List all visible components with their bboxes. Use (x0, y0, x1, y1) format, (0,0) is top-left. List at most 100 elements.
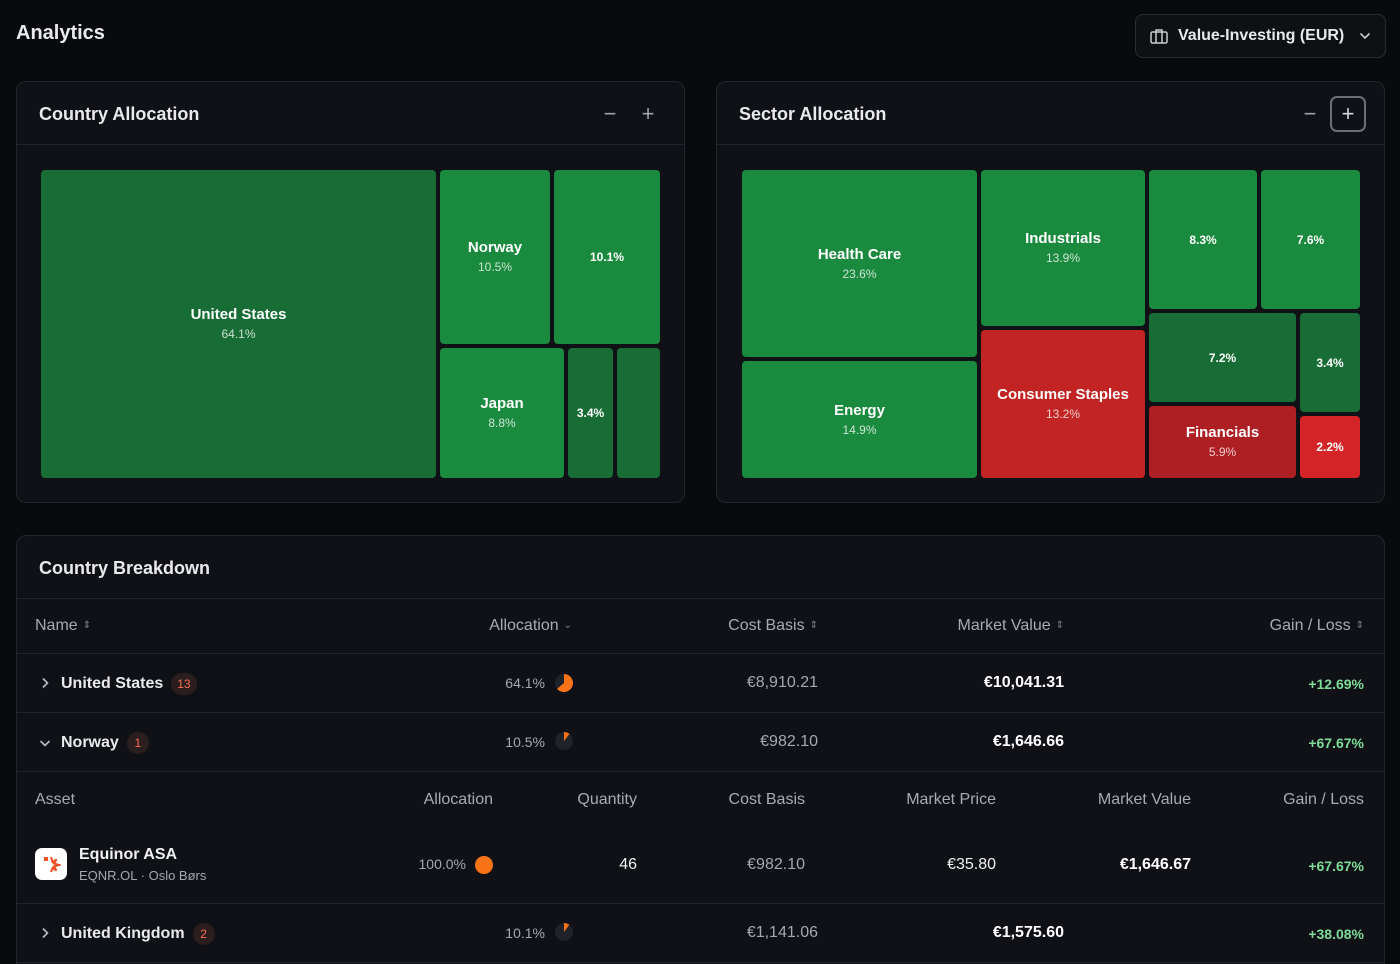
tile-percent: 2.2% (1316, 440, 1344, 454)
market-value-value: €1,575.60 (992, 924, 1064, 941)
chevron-down-icon[interactable] (39, 737, 51, 749)
sector-allocation-card: Sector Allocation − + Health Care 23.6% … (716, 81, 1385, 503)
tile-label: Health Care (817, 245, 902, 263)
sort-icon: ⇕ (1355, 620, 1364, 632)
column-header-gain-loss[interactable]: Gain / Loss ⇕ (1270, 617, 1364, 635)
chevron-right-icon[interactable] (39, 927, 51, 939)
allocation-value: 10.5% (505, 734, 545, 750)
tile-percent: 64.1% (221, 327, 256, 341)
treemap-tile[interactable] (617, 348, 660, 478)
asset-name: Equinor ASA (79, 846, 178, 863)
country-allocation-card: Country Allocation − + United States 64.… (16, 81, 685, 503)
tile-label: Financials (1185, 424, 1260, 441)
country-breakdown-card: Country Breakdown Name ⇕ Allocation ⌄ Cost… (16, 535, 1385, 964)
sort-icon: ⇕ (82, 620, 92, 632)
market-value-value: €1,646.67 (1119, 856, 1191, 873)
allocation-value: 64.1% (505, 675, 545, 691)
asset-subtitle: EQNR.OL · Oslo Børs (79, 868, 207, 883)
zoom-out-button[interactable]: − (1303, 101, 1317, 126)
tile-percent: 10.5% (477, 260, 513, 274)
treemap-tile[interactable]: 2.2% (1300, 416, 1360, 478)
column-label: Cost Basis (728, 617, 805, 634)
tile-percent: 10.1% (589, 250, 625, 264)
allocation-value: 10.1% (505, 925, 545, 941)
country-name: United States (61, 675, 164, 693)
column-label: Name (35, 617, 78, 634)
market-value-value: €10,041.31 (983, 674, 1064, 691)
tile-percent: 3.4% (1316, 355, 1344, 370)
treemap-tile[interactable]: Energy 14.9% (742, 361, 977, 478)
asset-row[interactable]: Equinor ASA EQNR.OL · Oslo Børs 100.0% 4… (17, 828, 1384, 904)
treemap-tile[interactable]: United States 64.1% (41, 170, 436, 478)
country-name: United Kingdom (61, 925, 185, 943)
tile-percent: 8.3% (1189, 232, 1217, 247)
card-title: Sector Allocation (739, 104, 887, 124)
holdings-count-badge: 13 (171, 673, 197, 695)
table-row[interactable]: United States 13 64.1% €8,910.21 €10,041.… (17, 654, 1384, 713)
gain-loss-value: +12.69% (1308, 676, 1364, 692)
allocation-pie (555, 732, 573, 750)
market-price-value: €35.80 (947, 856, 996, 873)
treemap-tile[interactable]: Industrials 13.9% (981, 170, 1145, 326)
zoom-in-button[interactable]: + (1330, 96, 1366, 132)
asset-column-market-price: Market Price (906, 791, 996, 808)
tile-percent: 13.9% (1045, 251, 1081, 265)
sort-icon: ⇕ (809, 620, 818, 632)
country-treemap: United States 64.1% Norway 10.5% 10.1% J… (39, 168, 663, 480)
column-label: Market Value (957, 617, 1051, 634)
cost-basis-value: €982.10 (747, 856, 805, 873)
treemap-tile[interactable]: Norway 10.5% (440, 170, 550, 344)
equinor-logo-icon (35, 848, 67, 880)
tile-label: Consumer Staples (997, 386, 1129, 403)
tile-percent: 7.2% (1208, 350, 1237, 365)
treemap-tile[interactable]: Financials 5.9% (1149, 406, 1296, 478)
treemap-tile[interactable]: Consumer Staples 13.2% (981, 330, 1145, 478)
column-header-allocation[interactable]: Allocation ⌄ (489, 617, 572, 635)
tile-percent: 23.6% (842, 266, 877, 281)
treemap-tile[interactable]: 3.4% (1300, 313, 1360, 412)
tile-label: Energy (834, 401, 885, 419)
treemap-tile[interactable]: 7.2% (1149, 313, 1296, 402)
card-title: Country Breakdown (39, 558, 211, 578)
column-label: Allocation (489, 617, 559, 634)
treemap-tile[interactable]: 10.1% (554, 170, 660, 344)
holdings-count-badge: 2 (192, 923, 215, 945)
tile-percent: 5.9% (1208, 445, 1237, 459)
cost-basis-value: €8,910.21 (746, 674, 818, 691)
allocation-pie (475, 856, 493, 874)
chevron-right-icon[interactable] (39, 677, 51, 689)
zoom-in-button[interactable]: + (641, 101, 655, 126)
table-row[interactable]: United Kingdom 2 10.1% €1,141.06 €1,575.6… (17, 904, 1384, 963)
gain-loss-value: +67.67% (1308, 735, 1364, 751)
tile-label: Japan (480, 395, 524, 412)
zoom-out-button[interactable]: − (603, 101, 617, 126)
chevron-down-icon (1359, 32, 1371, 40)
asset-column-market-value: Market Value (1097, 791, 1191, 808)
asset-column-allocation: Allocation (423, 791, 493, 808)
treemap-tile[interactable]: Japan 8.8% (440, 348, 564, 478)
card-header: Country Breakdown (17, 536, 1384, 599)
table-row[interactable]: Norway 1 10.5% €982.10 €1,646.66 +67.67% (17, 713, 1384, 772)
treemap-tile[interactable]: 7.6% (1261, 170, 1360, 309)
gain-loss-value: +38.08% (1308, 926, 1364, 942)
cost-basis-value: €1,141.06 (746, 924, 818, 941)
table-header: Name ⇕ Allocation ⌄ Cost Basis ⇕ Market Val… (17, 599, 1384, 654)
card-header: Country Allocation − + (17, 82, 684, 145)
cost-basis-value: €982.10 (760, 733, 818, 750)
portfolio-select[interactable]: Value-Investing (EUR) (1135, 14, 1386, 58)
column-header-name[interactable]: Name ⇕ (35, 617, 91, 635)
column-header-market-value[interactable]: Market Value ⇕ (958, 617, 1064, 635)
tile-label: Industrials (1025, 230, 1101, 247)
column-header-cost-basis[interactable]: Cost Basis ⇕ (728, 617, 818, 635)
tile-percent: 3.4% (576, 406, 605, 420)
card-header: Sector Allocation − + (717, 82, 1384, 145)
tile-percent: 14.9% (842, 422, 877, 437)
tile-percent: 13.2% (1045, 407, 1081, 421)
treemap-tile[interactable]: 3.4% (568, 348, 613, 478)
asset-column-gain-loss: Gain / Loss (1283, 791, 1364, 808)
treemap-tile[interactable]: 8.3% (1149, 170, 1257, 309)
asset-column-cost-basis: Cost Basis (728, 791, 805, 808)
treemap-tile[interactable]: Health Care 23.6% (742, 170, 977, 357)
column-label: Gain / Loss (1269, 617, 1351, 634)
asset-column-asset: Asset (35, 791, 76, 808)
